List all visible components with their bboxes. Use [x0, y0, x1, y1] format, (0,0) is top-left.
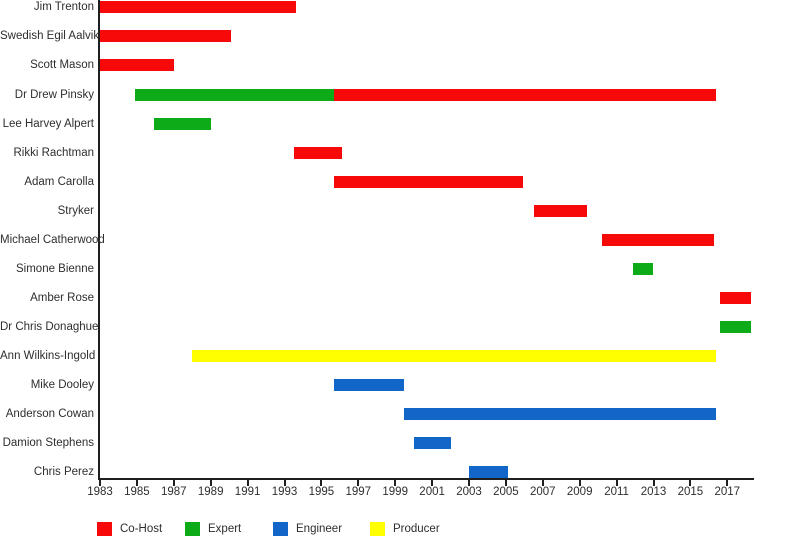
x-tick: [431, 480, 434, 486]
gantt-bar: [533, 204, 588, 217]
person-label: Amber Rose: [30, 292, 94, 304]
person-label: Michael Catherwood: [0, 233, 105, 246]
gantt-bar: [192, 350, 717, 363]
x-tick: [468, 480, 470, 486]
x-tick-label: 2015: [677, 486, 704, 498]
x-tick-label: 2005: [493, 486, 519, 498]
x-tick-label: 1993: [271, 486, 298, 498]
gantt-bar: [100, 1, 296, 14]
legend-label: Engineer: [296, 523, 343, 535]
x-tick: [135, 480, 138, 486]
gantt-bar: [334, 88, 717, 101]
person-label: Simone Bienne: [16, 262, 94, 275]
gantt-bar: [293, 146, 342, 159]
x-tick: [578, 480, 581, 486]
x-tick: [357, 480, 360, 486]
x-tick-label: 2009: [566, 486, 593, 498]
gantt-bar: [153, 117, 211, 130]
x-tick-label: 1995: [308, 486, 335, 498]
gantt-bar: [334, 175, 523, 188]
gantt-bar: [100, 59, 174, 72]
person-label: Mike Dooley: [30, 379, 94, 392]
person-label: Stryker: [57, 204, 94, 217]
person-label: Scott Mason: [30, 59, 94, 72]
gantt-bar: [100, 30, 231, 43]
x-tick-label: 1987: [161, 486, 187, 498]
x-tick-label: 2011: [604, 486, 629, 498]
x-axis-line: [98, 478, 755, 480]
person-label: Ann Wilkins-Ingold: [0, 350, 96, 363]
gantt-bar: [633, 262, 654, 275]
x-tick: [652, 480, 655, 486]
legend-label: Co-Host: [120, 523, 163, 535]
legend-swatch-co-host: [97, 522, 112, 536]
gantt-bar: [334, 379, 405, 392]
gantt-bar: [135, 88, 335, 101]
x-tick-label: 2003: [456, 486, 482, 498]
x-tick: [320, 480, 323, 486]
person-label: Adam Carolla: [24, 175, 94, 188]
x-tick-label: 2017: [714, 486, 741, 498]
person-label: Dr Chris Donaghue: [0, 321, 99, 334]
x-tick: [541, 480, 544, 486]
person-label: Lee Harvey Alpert: [2, 117, 94, 130]
person-label: Damion Stephens: [2, 437, 94, 450]
x-tick-label: 2001: [419, 486, 445, 498]
plot-area: Jim Trenton Swedish Egil Aalvik Scott Maso…: [0, 0, 755, 498]
person-label: Dr Drew Pinsky: [14, 88, 94, 101]
x-tick: [172, 480, 175, 486]
x-tick: [99, 480, 101, 486]
person-label: Rikki Rachtman: [13, 146, 94, 159]
x-tick: [615, 480, 618, 486]
x-tick-label: 2007: [530, 486, 556, 498]
legend-label: Expert: [208, 523, 242, 535]
legend-swatch-producer: [370, 522, 385, 536]
person-label: Swedish Egil Aalvik: [0, 30, 100, 43]
x-tick: [283, 480, 286, 486]
x-tick-label: 1983: [87, 486, 113, 498]
x-tick: [246, 480, 249, 486]
legend-swatch-engineer: [273, 522, 288, 536]
y-axis-line: [98, 0, 100, 480]
x-tick-label: 1991: [234, 486, 261, 498]
legend-label: Producer: [393, 523, 440, 535]
person-label: Chris Perez: [33, 466, 94, 479]
gantt-bar: [413, 437, 451, 450]
x-tick: [209, 480, 212, 486]
gantt-bar: [469, 466, 508, 479]
x-tick-label: 1997: [345, 486, 372, 498]
gantt-bar: [719, 321, 752, 334]
x-tick: [504, 480, 507, 486]
gantt-bar: [719, 292, 752, 304]
legend: Co-Host Expert Engineer Producer: [0, 516, 800, 540]
gantt-bar: [601, 233, 715, 246]
gantt-bar: [404, 408, 717, 421]
person-label: Anderson Cowan: [5, 408, 94, 421]
x-tick-label: 2013: [640, 486, 667, 498]
x-tick-label: 1985: [124, 486, 150, 498]
x-tick-label: 1999: [382, 486, 408, 498]
person-label: Jim Trenton: [33, 1, 94, 14]
x-tick-label: 1989: [197, 486, 224, 498]
x-tick: [689, 480, 692, 486]
x-tick: [726, 480, 729, 486]
x-tick: [394, 480, 397, 486]
legend-swatch-expert: [185, 522, 200, 536]
